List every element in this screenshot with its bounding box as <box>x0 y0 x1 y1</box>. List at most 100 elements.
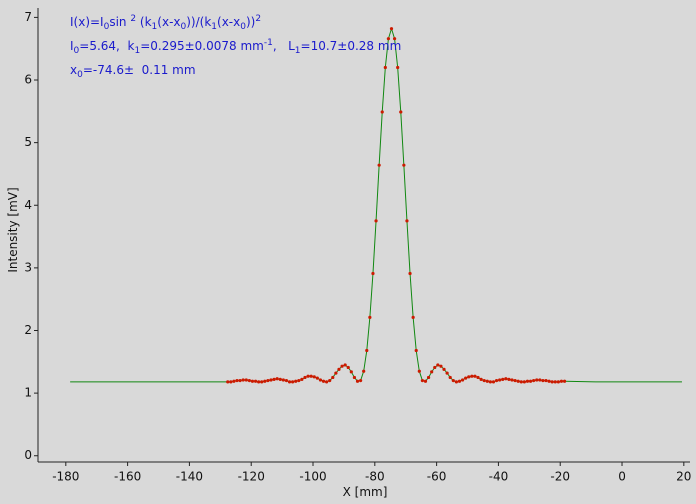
data-point <box>553 380 557 384</box>
annotation-part: I <box>70 39 74 53</box>
data-point <box>337 367 341 371</box>
annotation-part: 2 <box>130 14 136 24</box>
x-tick-label: -120 <box>238 470 265 484</box>
annotation-part: x <box>70 63 77 77</box>
data-point <box>550 380 554 384</box>
data-point <box>470 374 474 378</box>
data-point <box>507 377 511 381</box>
annotation-part: , L <box>273 39 295 53</box>
annotation-part: =5.64, k <box>79 39 134 53</box>
annotation: I(x)=I0sin 2 (k1(x-x0))/(k1(x-x0))2 <box>70 14 261 32</box>
data-point <box>278 377 282 381</box>
data-point <box>284 378 289 383</box>
annotation-part: 1 <box>152 22 158 32</box>
data-point <box>525 379 530 383</box>
data-point <box>451 378 455 383</box>
annotation-part: =0.295±0.0078 mm <box>140 39 264 53</box>
x-tick-label: -160 <box>114 470 141 484</box>
data-point <box>436 363 440 367</box>
data-point <box>504 377 508 381</box>
annotation-part: 0 <box>74 46 80 56</box>
data-point <box>281 378 285 382</box>
data-point <box>439 364 443 368</box>
data-point <box>346 365 350 370</box>
data-point <box>501 377 505 381</box>
data-point <box>238 378 242 383</box>
annotation-part: 1 <box>134 46 140 56</box>
annotation-part: (x-x <box>157 15 180 29</box>
x-tick-label: 0 <box>618 470 626 484</box>
data-point <box>250 379 255 383</box>
data-point <box>257 380 261 384</box>
data-point <box>448 375 452 380</box>
data-point <box>235 378 239 383</box>
data-point <box>343 363 347 367</box>
data-point <box>318 378 323 382</box>
annotation-part: =-74.6± 0.11 mm <box>83 63 196 77</box>
data-point <box>312 375 316 379</box>
x-tick-label: -80 <box>365 470 385 484</box>
data-point <box>423 379 428 383</box>
annotation-part: 0 <box>181 22 187 32</box>
data-point <box>556 380 560 384</box>
x-tick-label: -100 <box>299 470 326 484</box>
data-point <box>297 378 301 383</box>
data-point <box>405 219 409 223</box>
data-point <box>482 378 486 383</box>
data-point <box>328 378 332 383</box>
data-point <box>547 379 551 383</box>
data-point <box>229 380 233 384</box>
annotation-part: (x-x <box>217 15 240 29</box>
x-tick-label: -40 <box>489 470 509 484</box>
annotation-part: -1 <box>264 38 273 48</box>
data-point <box>516 379 520 383</box>
y-tick-label: 6 <box>24 73 32 87</box>
annotation-part: I(x)=I <box>70 15 104 29</box>
data-point <box>488 380 492 384</box>
data-point <box>535 378 539 382</box>
data-point <box>467 375 471 379</box>
annotation-part: 0 <box>77 70 83 80</box>
y-tick-label: 2 <box>24 323 32 337</box>
data-point <box>340 364 344 368</box>
data-point <box>272 377 276 381</box>
data-point <box>371 271 375 276</box>
annotation-part: )) <box>246 15 255 29</box>
annotation-part: sin <box>109 15 130 29</box>
data-point <box>315 376 319 380</box>
data-point <box>269 378 273 382</box>
data-point <box>541 378 545 383</box>
data-point <box>334 371 338 375</box>
data-point <box>411 315 415 319</box>
data-point <box>491 380 496 384</box>
annotation-part: ))/(k <box>186 15 211 29</box>
annotation-part: 1 <box>295 46 301 56</box>
data-point <box>263 379 267 383</box>
data-point <box>454 380 458 384</box>
x-tick-label: -20 <box>550 470 570 484</box>
data-point <box>300 377 304 381</box>
data-point <box>473 374 477 378</box>
data-point <box>460 378 465 382</box>
data-point <box>306 374 310 378</box>
data-point <box>445 371 449 375</box>
data-point <box>544 378 548 383</box>
data-point <box>309 374 313 378</box>
data-point <box>519 380 523 384</box>
data-point <box>414 348 418 353</box>
data-point <box>442 367 446 371</box>
data-point <box>389 27 394 31</box>
data-point <box>349 370 353 374</box>
data-point <box>374 219 378 223</box>
data-point <box>331 375 335 380</box>
data-point <box>559 379 564 383</box>
x-tick-label: -140 <box>176 470 203 484</box>
y-tick-label: 4 <box>24 198 32 212</box>
x-tick-label: -180 <box>52 470 79 484</box>
x-axis-label: X [mm] <box>343 485 388 499</box>
data-point <box>359 378 363 383</box>
data-point <box>352 375 357 380</box>
x-tick-label: -60 <box>427 470 447 484</box>
